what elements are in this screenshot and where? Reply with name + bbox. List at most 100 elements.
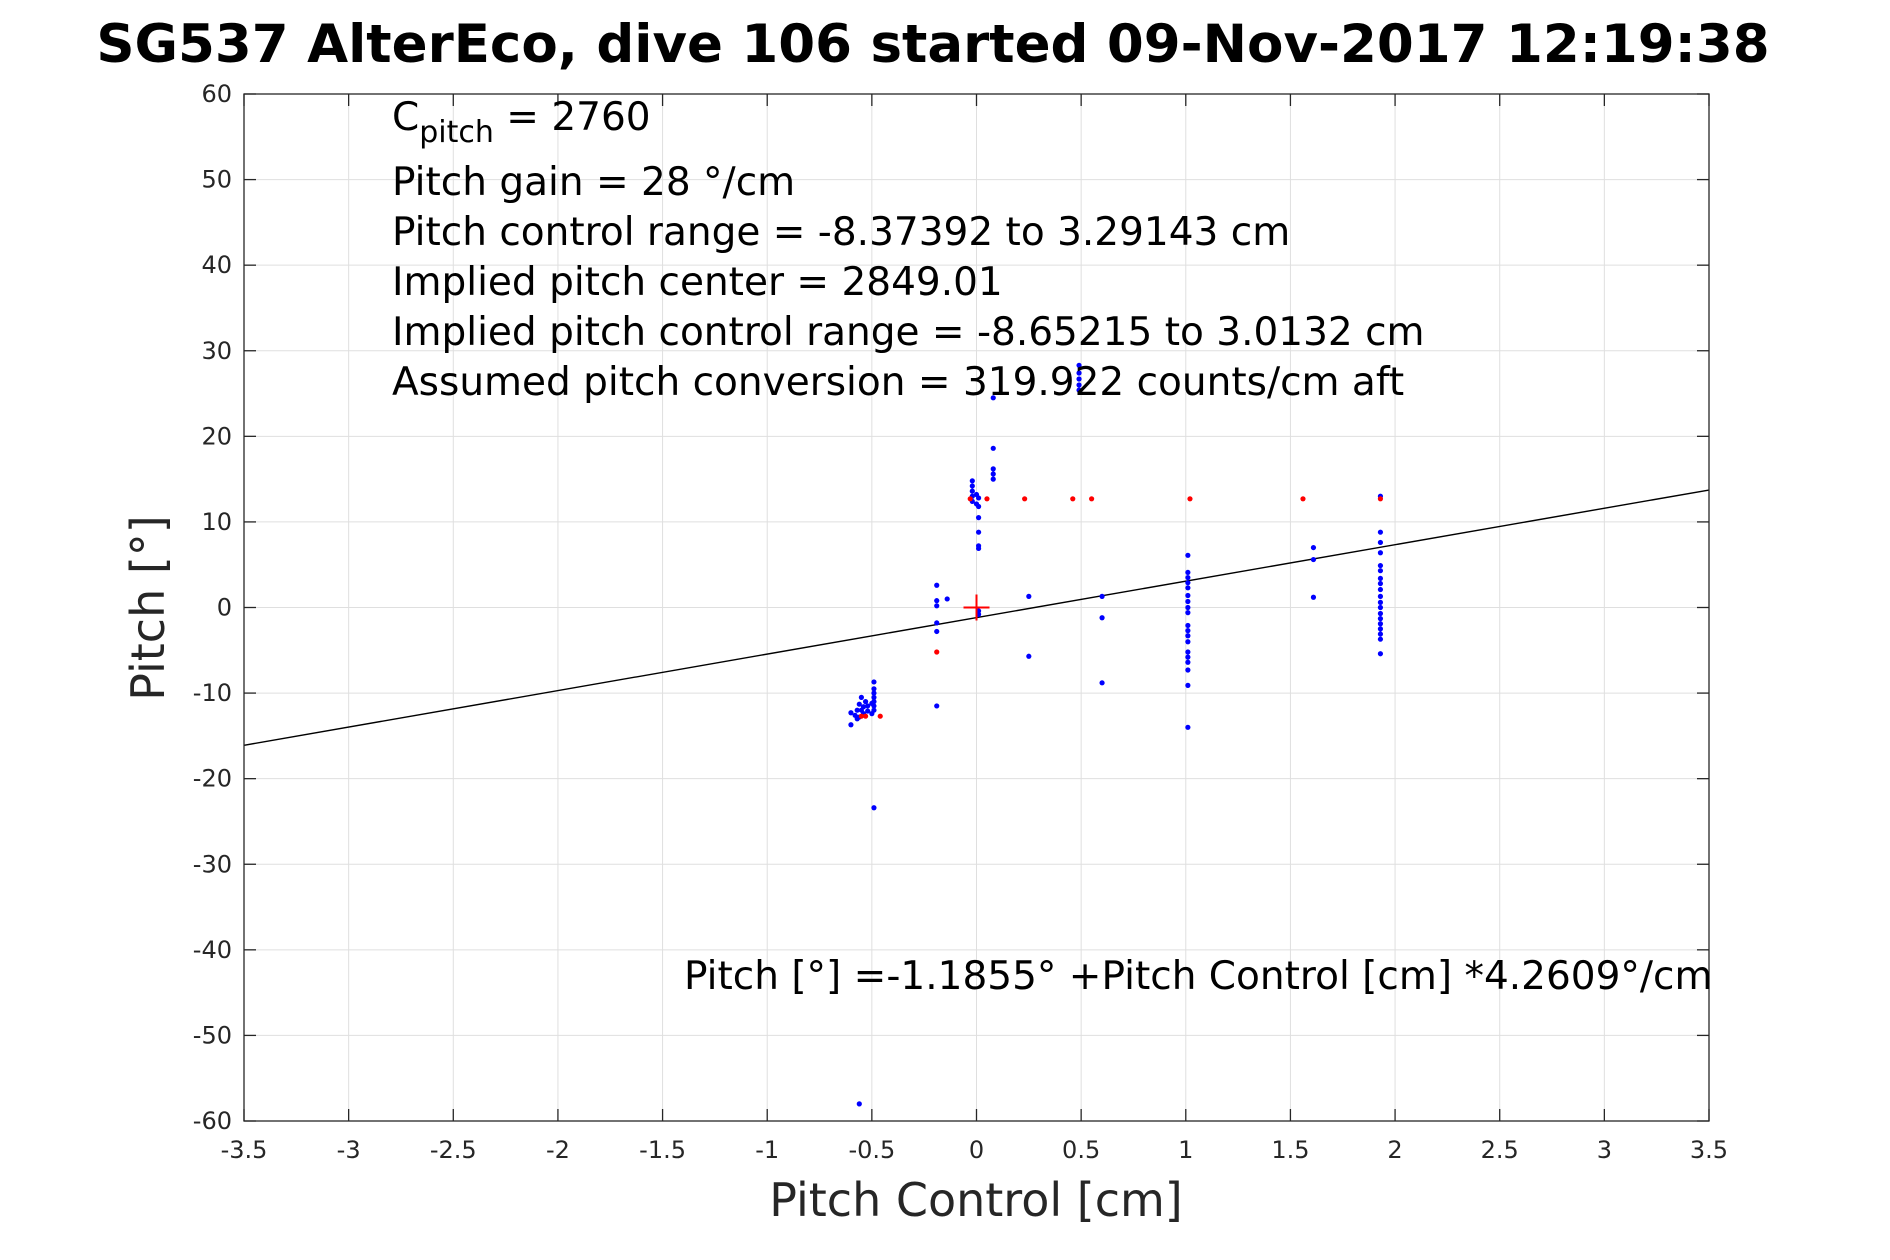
data-point: [990, 476, 996, 482]
data-point: [1099, 615, 1105, 621]
data-point: [969, 488, 975, 494]
data-point: [934, 598, 940, 604]
grid: [243, 93, 1710, 1122]
data-point: [1377, 604, 1384, 611]
data-point: [1377, 621, 1384, 627]
data-point: [990, 466, 996, 472]
data-point: [856, 701, 862, 707]
data-point: [1026, 593, 1032, 599]
data-point: [934, 603, 940, 609]
data-point: [858, 713, 864, 719]
data-point: [865, 708, 871, 714]
data-point: [990, 395, 996, 401]
data-point: [1377, 636, 1384, 642]
data-point: [1022, 496, 1028, 502]
y-tick-label: -50: [193, 1021, 232, 1049]
data-point: [862, 699, 869, 705]
data-point: [862, 713, 869, 719]
data-point: [990, 471, 996, 477]
data-point: [1185, 654, 1191, 660]
data-point: [1076, 376, 1082, 382]
data-point: [934, 620, 940, 626]
data-point: [1310, 544, 1317, 551]
data-point: [1076, 387, 1082, 393]
x-axis-label: Pitch Control [cm]: [769, 1173, 1183, 1227]
x-tick-label: -2: [546, 1136, 570, 1164]
data-point: [1185, 639, 1191, 645]
data-point: [934, 582, 940, 588]
y-tick-label: 0: [217, 594, 232, 622]
data-point: [975, 503, 982, 510]
data-point: [871, 686, 877, 692]
data-point: [967, 496, 973, 502]
data-point: [871, 805, 877, 811]
y-tick-label: 10: [201, 508, 232, 536]
data-point: [1185, 569, 1191, 576]
x-tick-label: -2.5: [430, 1136, 477, 1164]
y-tick-label: -20: [193, 765, 232, 793]
data-point: [865, 703, 871, 709]
data-point: [1310, 594, 1317, 600]
data-point: [848, 722, 854, 728]
data-point: [1185, 682, 1191, 688]
pitch-control-range-annotation: Pitch control range = -8.37392 to 3.2914…: [392, 210, 1290, 255]
data-point: [1185, 585, 1191, 591]
data-point: [848, 710, 854, 716]
data-point: [856, 1101, 862, 1107]
data-point: [1076, 370, 1082, 376]
data-point: [1377, 550, 1384, 556]
data-point: [969, 483, 975, 489]
x-tick-label: 1.5: [1271, 1136, 1309, 1164]
data-point: [1377, 575, 1384, 582]
data-point: [854, 707, 860, 713]
assumed-pitch-conversion-annotation: Assumed pitch conversion = 319.922 count…: [392, 360, 1404, 405]
cpitch-symbol: C: [392, 95, 419, 140]
data-point: [1185, 580, 1191, 586]
data-point: [1185, 622, 1191, 629]
data-point: [1026, 653, 1032, 659]
data-point: [1076, 362, 1082, 368]
y-tick-label: 40: [201, 251, 232, 279]
data-point: [934, 628, 940, 635]
y-tick-label: -60: [193, 1107, 232, 1135]
data-point: [1377, 599, 1384, 605]
data-point: [1377, 529, 1384, 535]
data-point: [1185, 633, 1191, 639]
data-point: [1377, 616, 1384, 622]
data-point: [1377, 568, 1384, 574]
x-tick-label: -1.5: [639, 1136, 686, 1164]
data-point: [1070, 496, 1076, 502]
x-tick-label: -3.5: [221, 1136, 268, 1164]
data-point: [934, 703, 940, 709]
cpitch-value: = 2760: [494, 95, 651, 140]
data-point: [1099, 593, 1105, 599]
y-tick-label: 60: [201, 80, 232, 108]
data-point: [975, 515, 982, 521]
y-axis-label: Pitch [°]: [121, 515, 175, 701]
data-point: [871, 694, 877, 700]
y-tick-label: -10: [193, 679, 232, 707]
data-point: [871, 679, 877, 685]
data-point: [975, 495, 982, 501]
data-point: [860, 704, 867, 710]
pitch-gain-annotation: Pitch gain = 28 °/cm: [392, 160, 795, 205]
data-point: [1185, 649, 1191, 655]
data-point: [871, 690, 877, 696]
data-point: [975, 529, 982, 535]
annotation-block: Cpitch = 2760 Pitch gain = 28 °/cm Pitch…: [392, 95, 1712, 999]
data-point: [1377, 593, 1384, 599]
data-point: [1300, 496, 1306, 502]
y-tick-labels: -60 -50 -40 -30 -20 -10 0 10 20 30 40 50 60: [193, 80, 232, 1135]
data-points: [848, 362, 1384, 1107]
cpitch-subscript: pitch: [419, 115, 494, 150]
x-tick-label: 2.5: [1481, 1136, 1519, 1164]
chart-title: SG537 AlterEco, dive 106 started 09-Nov-…: [96, 14, 1769, 75]
data-point: [984, 496, 990, 502]
x-tick-label: 0.5: [1062, 1136, 1100, 1164]
cpitch-annotation: Cpitch = 2760: [392, 95, 651, 150]
data-point: [1185, 592, 1191, 599]
data-point: [1185, 598, 1191, 605]
data-point: [1076, 382, 1082, 388]
data-point: [1185, 552, 1191, 558]
